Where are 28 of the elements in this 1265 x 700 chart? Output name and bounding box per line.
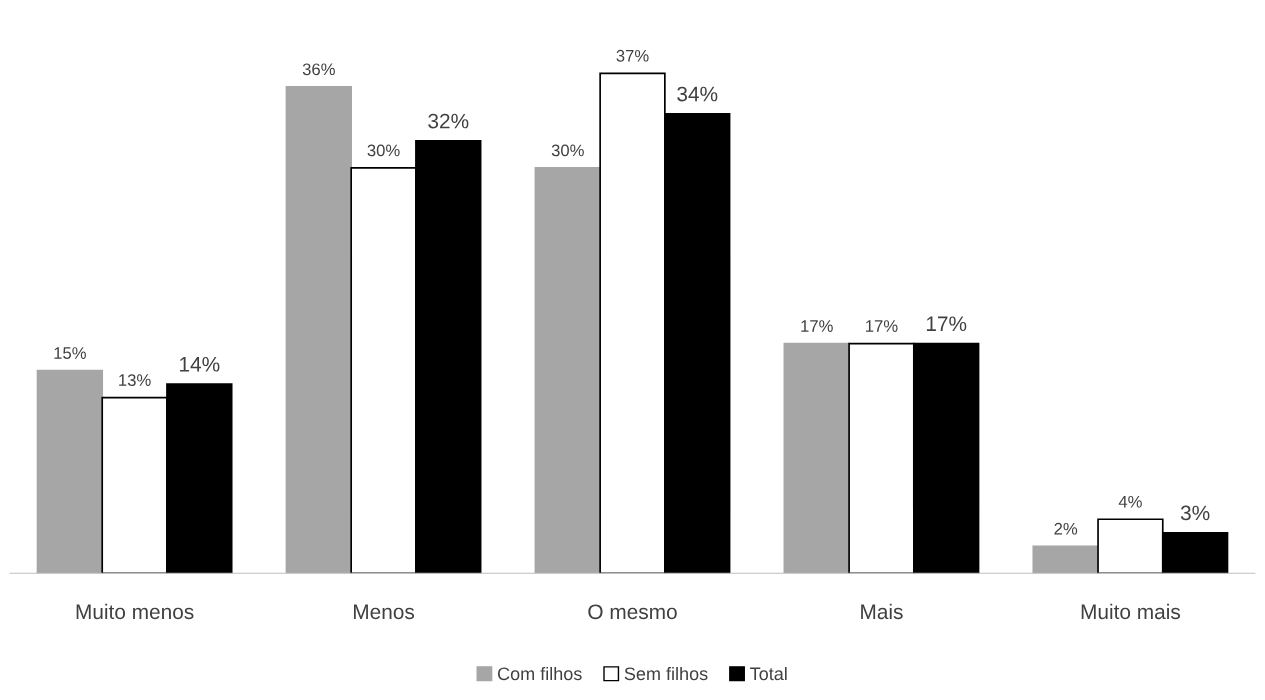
data-label: 34% bbox=[677, 86, 718, 102]
bar bbox=[783, 342, 850, 574]
legend-label: Com filhos bbox=[497, 666, 582, 681]
data-label: 37% bbox=[616, 49, 649, 62]
data-label: 15% bbox=[54, 347, 86, 359]
x-tick-label: Mais bbox=[861, 603, 903, 620]
bar bbox=[1032, 545, 1099, 574]
bar bbox=[36, 369, 104, 574]
data-label: 14% bbox=[180, 357, 220, 372]
x-tick-label: Muito mais bbox=[1081, 603, 1181, 620]
x-tick-label: O mesmo bbox=[588, 604, 677, 620]
data-label: 17% bbox=[801, 320, 833, 332]
x-tick-label: Menos bbox=[353, 604, 415, 620]
data-label: 17% bbox=[926, 316, 967, 332]
x-tick-label: Muito menos bbox=[76, 603, 194, 620]
data-label: 3% bbox=[1180, 505, 1210, 521]
data-label: 32% bbox=[428, 113, 469, 129]
data-label: 36% bbox=[302, 63, 335, 76]
legend-label: Total bbox=[750, 666, 787, 681]
data-label: 2% bbox=[1054, 522, 1078, 535]
data-label: 17% bbox=[866, 320, 898, 332]
data-label: 13% bbox=[119, 374, 151, 386]
data-label: 4% bbox=[1118, 495, 1142, 508]
data-label: 30% bbox=[367, 144, 400, 157]
bar bbox=[285, 85, 353, 574]
legend-label: Sem filhos bbox=[624, 666, 708, 681]
data-label: 30% bbox=[551, 144, 584, 157]
bar bbox=[534, 167, 601, 574]
